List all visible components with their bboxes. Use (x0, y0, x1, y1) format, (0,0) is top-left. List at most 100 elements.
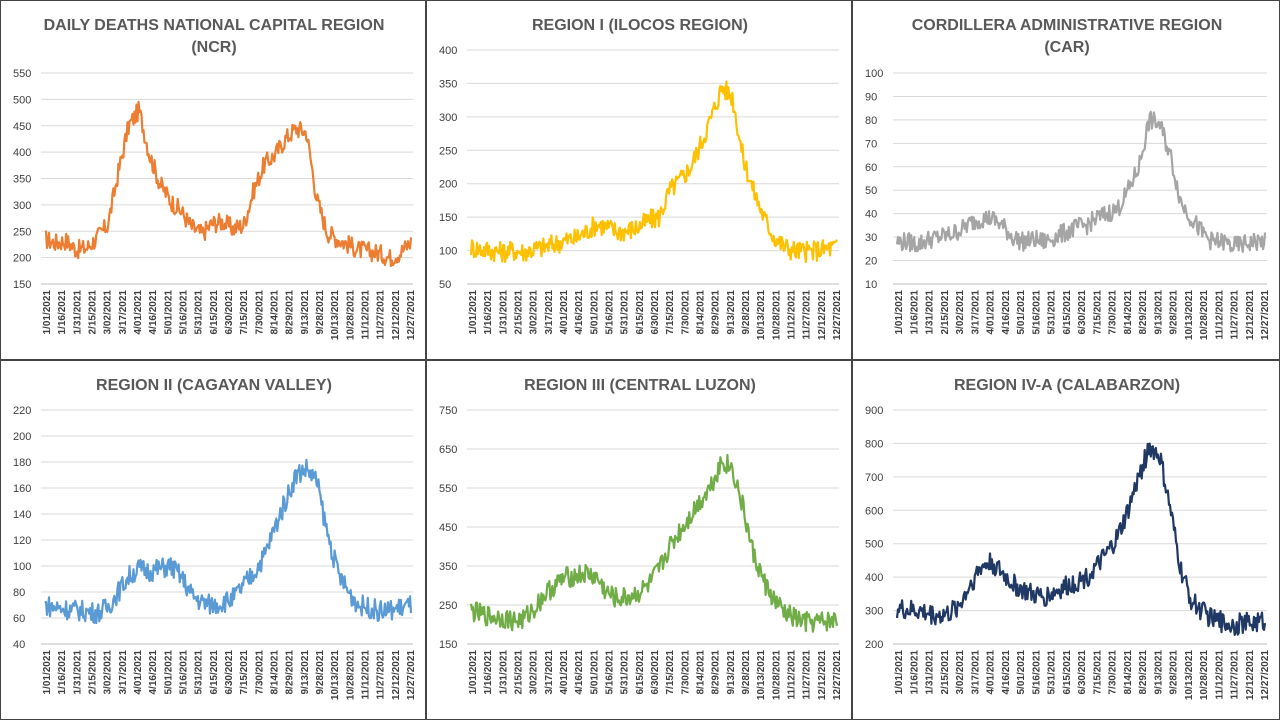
x-tick-label: 10/28/2021 (345, 650, 356, 700)
y-tick-label: 300 (13, 200, 31, 212)
y-tick-label: 250 (439, 145, 457, 157)
y-tick-label: 150 (439, 212, 457, 224)
y-tick-label: 650 (439, 444, 457, 456)
y-tick-label: 250 (13, 226, 31, 238)
x-tick-label: 6/30/2021 (650, 290, 661, 335)
y-tick-label: 400 (439, 45, 457, 57)
y-tick-label: 70 (865, 138, 877, 150)
x-tick-label: 10/13/2021 (756, 650, 767, 700)
x-tick-label: 11/27/2021 (376, 290, 387, 340)
x-tick-label: 4/01/2021 (559, 650, 570, 695)
y-tick-label: 900 (865, 405, 883, 417)
x-tick-label: 5/01/2021 (589, 650, 600, 695)
x-tick-label: 5/31/2021 (1047, 650, 1058, 695)
x-tick-label: 12/12/2021 (1245, 290, 1256, 340)
x-tick-label: 12/12/2021 (391, 290, 402, 340)
x-tick-label: 1/16/2021 (57, 650, 68, 695)
y-tick-label: 200 (13, 431, 31, 443)
series-line (44, 458, 413, 625)
x-tick-label: 5/01/2021 (589, 290, 600, 335)
chart-title-line: (CAR) (1044, 39, 1089, 56)
x-tick-label: 11/12/2021 (361, 650, 372, 700)
series-line (469, 80, 838, 264)
x-tick-label: 1/31/2021 (925, 650, 936, 695)
x-tick-label: 6/15/2021 (635, 650, 646, 695)
x-tick-label: 7/15/2021 (1092, 290, 1103, 335)
x-tick-label: 8/14/2021 (1123, 290, 1134, 335)
x-tick-label: 4/01/2021 (986, 650, 997, 695)
x-tick-label: 1/01/2021 (42, 650, 53, 695)
chart-svg: CORDILLERA ADMINISTRATIVE REGION (CAR) 10 2… (865, 17, 1271, 340)
y-tick-label: 50 (439, 279, 451, 291)
x-tick-label: 8/14/2021 (270, 290, 281, 335)
x-tick-label: 7/15/2021 (239, 650, 250, 695)
x-tick-label: 5/01/2021 (1016, 290, 1027, 335)
y-tick-label: 800 (865, 438, 883, 450)
y-tick-label: 140 (13, 509, 31, 521)
x-tick-label: 6/15/2021 (1062, 650, 1073, 695)
chart-title-line: REGION IV-A (CALABARZON) (954, 377, 1180, 394)
x-tick-label: 7/15/2021 (665, 650, 676, 695)
x-tick-label: 10/13/2021 (1184, 290, 1195, 340)
x-tick-label: 6/30/2021 (224, 290, 235, 335)
y-tick-label: 150 (439, 639, 457, 651)
x-tick-label: 12/12/2021 (817, 290, 828, 340)
chart-panel-ncr: DAILY DEATHS NATIONAL CAPITAL REGION (NCR… (0, 0, 426, 360)
y-tick-label: 550 (13, 68, 31, 80)
x-tick-label: 9/13/2021 (726, 650, 737, 695)
y-tick-label: 50 (865, 185, 877, 197)
x-tick-label: 9/13/2021 (300, 290, 311, 335)
x-tick-label: 4/01/2021 (133, 650, 144, 695)
x-tick-label: 12/12/2021 (1245, 650, 1256, 700)
x-tick-label: 5/31/2021 (620, 650, 631, 695)
x-tick-label: 6/15/2021 (209, 650, 220, 695)
y-tick-label: 550 (439, 483, 457, 495)
x-tick-label: 8/29/2021 (1138, 650, 1149, 695)
x-tick-label: 11/27/2021 (1230, 650, 1241, 700)
y-tick-label: 200 (13, 253, 31, 265)
x-tick-label: 6/30/2021 (224, 650, 235, 695)
x-tick-label: 10/28/2021 (1199, 650, 1210, 700)
x-tick-label: 4/01/2021 (986, 290, 997, 335)
x-tick-label: 2/15/2021 (940, 290, 951, 335)
x-tick-label: 9/28/2021 (741, 650, 752, 695)
y-tick-label: 700 (865, 472, 883, 484)
x-tick-label: 10/28/2021 (1199, 290, 1210, 340)
x-tick-label: 3/02/2021 (529, 290, 540, 335)
x-tick-label: 12/27/2021 (1260, 290, 1271, 340)
x-tick-label: 1/16/2021 (909, 290, 920, 335)
x-tick-label: 3/17/2021 (544, 290, 555, 335)
y-tick-label: 80 (865, 115, 877, 127)
x-tick-label: 4/16/2021 (1001, 650, 1012, 695)
y-tick-label: 350 (13, 174, 31, 186)
x-tick-label: 7/30/2021 (254, 650, 265, 695)
x-tick-label: 1/01/2021 (468, 290, 479, 335)
y-tick-label: 150 (13, 279, 31, 291)
x-tick-label: 10/13/2021 (756, 290, 767, 340)
series-line (895, 110, 1267, 253)
y-tick-label: 40 (13, 639, 25, 651)
chart-title-line: REGION I (ILOCOS REGION) (532, 17, 748, 34)
x-tick-label: 8/14/2021 (696, 650, 707, 695)
x-tick-label: 9/13/2021 (300, 650, 311, 695)
y-tick-label: 60 (13, 613, 25, 625)
x-tick-label: 3/02/2021 (103, 650, 114, 695)
x-tick-label: 1/16/2021 (57, 290, 68, 335)
y-tick-label: 100 (439, 246, 457, 258)
x-tick-label: 3/17/2021 (970, 650, 981, 695)
x-tick-label: 4/16/2021 (1001, 290, 1012, 335)
x-tick-label: 3/02/2021 (955, 290, 966, 335)
x-tick-label: 11/27/2021 (1230, 290, 1241, 340)
chart-svg: REGION II (CAGAYAN VALLEY) 40 60 80 100 120 14… (13, 377, 417, 700)
x-tick-label: 11/12/2021 (1214, 290, 1225, 340)
x-tick-label: 5/16/2021 (1031, 290, 1042, 335)
x-tick-label: 8/29/2021 (285, 650, 296, 695)
x-tick-label: 9/28/2021 (741, 290, 752, 335)
x-tick-label: 5/16/2021 (179, 290, 190, 335)
x-tick-label: 2/15/2021 (940, 650, 951, 695)
x-tick-label: 6/30/2021 (1077, 290, 1088, 335)
x-tick-label: 4/01/2021 (559, 290, 570, 335)
series-line (44, 100, 413, 268)
x-tick-label: 8/14/2021 (696, 290, 707, 335)
chart-panel-region-4a: REGION IV-A (CALABARZON) 200 300 400 500 600 7… (852, 360, 1280, 720)
